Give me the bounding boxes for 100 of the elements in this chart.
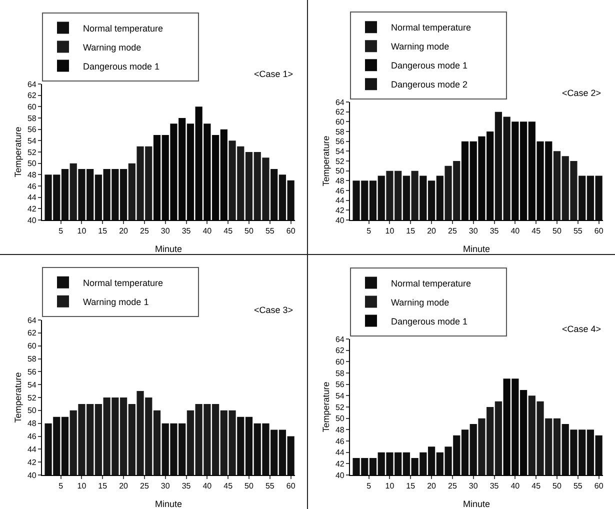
y-tick-label: 62 [27, 91, 37, 100]
x-tick-label: 15 [406, 482, 416, 491]
y-tick-label: 42 [27, 204, 37, 214]
y-tick-label: 42 [335, 206, 345, 215]
y-tick-label: 56 [27, 367, 37, 376]
x-axis-title: Minute [154, 499, 182, 509]
legend-label: Warning mode [83, 42, 142, 52]
x-tick-label: 40 [202, 226, 212, 236]
y-tick-label: 48 [335, 176, 345, 186]
x-tick-label: 55 [573, 226, 583, 236]
x-tick-label: 10 [385, 482, 395, 491]
x-axis-title: Minute [462, 499, 490, 509]
x-tick-label: 45 [224, 482, 234, 491]
x-tick-label: 25 [140, 226, 150, 236]
y-tick-label: 64 [335, 98, 345, 107]
y-axis-title: Temperature [12, 372, 23, 423]
y-tick-label: 48 [27, 419, 37, 428]
y-tick-label: 52 [335, 402, 345, 412]
x-tick-label: 55 [265, 482, 275, 491]
x-tick-label: 25 [448, 482, 458, 491]
x-tick-label: 5 [58, 482, 64, 491]
y-tick-label: 42 [27, 458, 37, 467]
x-tick-label: 35 [490, 482, 500, 491]
x-tick-label: 20 [119, 482, 129, 491]
chart-title: <Case 4> [562, 324, 602, 334]
y-tick-label: 44 [335, 448, 345, 458]
y-tick-label: 54 [335, 146, 345, 156]
y-tick-label: 46 [335, 436, 345, 446]
y-tick-label: 56 [335, 137, 345, 146]
y-axis-title: Temperature [320, 382, 331, 432]
x-tick-label: 60 [286, 482, 296, 491]
x-tick-label: 10 [77, 482, 87, 491]
legend-label: Dangerous mode 1 [391, 316, 468, 326]
y-tick-label: 52 [335, 156, 345, 166]
x-tick-label: 55 [573, 482, 583, 491]
x-tick-label: 40 [202, 482, 212, 491]
y-tick-label: 50 [27, 159, 37, 168]
x-tick-label: 10 [385, 226, 395, 236]
y-tick-label: 62 [335, 108, 345, 117]
x-tick-label: 30 [160, 482, 170, 491]
x-tick-label: 60 [286, 226, 296, 236]
y-tick-label: 58 [335, 368, 345, 378]
x-tick-label: 55 [265, 226, 275, 236]
y-axis-title: Temperature [12, 126, 23, 178]
x-tick-label: 10 [77, 226, 87, 236]
x-tick-label: 5 [366, 482, 372, 491]
y-tick-label: 56 [27, 125, 37, 134]
x-axis-title: Minute [462, 244, 490, 254]
x-tick-label: 5 [366, 226, 372, 236]
legend-label: Normal temperature [391, 278, 472, 288]
y-tick-label: 58 [27, 354, 37, 364]
y-tick-label: 46 [27, 432, 37, 442]
y-tick-label: 44 [27, 193, 37, 202]
x-tick-label: 45 [532, 482, 542, 491]
y-tick-label: 58 [335, 127, 345, 136]
x-tick-label: 40 [510, 482, 520, 491]
x-tick-label: 15 [406, 226, 416, 236]
y-tick-label: 60 [335, 357, 345, 366]
x-tick-label: 50 [244, 482, 254, 491]
y-tick-label: 50 [27, 406, 37, 416]
x-tick-label: 50 [552, 226, 562, 236]
y-tick-label: 48 [27, 170, 37, 180]
y-tick-label: 64 [335, 334, 345, 344]
x-tick-label: 15 [98, 226, 108, 236]
x-tick-label: 50 [552, 482, 562, 491]
legend-label: Dangerous mode 1 [391, 60, 468, 71]
x-tick-label: 30 [468, 482, 478, 491]
y-axis-title: Temperature [320, 136, 331, 186]
y-tick-label: 44 [335, 196, 345, 206]
chart-title: <Case 2> [562, 88, 602, 98]
y-tick-label: 64 [27, 80, 37, 89]
x-tick-label: 20 [119, 226, 129, 236]
legend-label: Warning mode [391, 42, 450, 52]
x-tick-label: 20 [427, 226, 437, 236]
y-tick-label: 54 [335, 391, 345, 400]
x-tick-label: 30 [468, 226, 478, 236]
y-tick-label: 56 [335, 380, 345, 390]
x-tick-label: 60 [594, 226, 604, 236]
y-tick-label: 52 [27, 393, 37, 402]
x-tick-label: 45 [532, 226, 542, 236]
y-tick-label: 64 [27, 316, 37, 325]
y-tick-label: 50 [335, 166, 345, 176]
y-tick-label: 50 [335, 414, 345, 424]
x-tick-label: 50 [244, 226, 254, 236]
chart-title: <Case 1> [254, 69, 294, 79]
x-tick-label: 25 [140, 482, 150, 491]
x-tick-label: 20 [427, 482, 437, 491]
x-tick-label: 35 [490, 226, 500, 236]
chart-title: <Case 3> [254, 305, 294, 315]
y-tick-label: 60 [27, 102, 37, 112]
y-tick-label: 46 [27, 182, 37, 191]
x-tick-label: 60 [594, 482, 604, 491]
x-tick-label: 30 [160, 226, 170, 236]
y-tick-label: 62 [335, 346, 345, 356]
legend-label: Dangerous mode 2 [391, 80, 468, 90]
y-tick-label: 46 [335, 186, 345, 196]
legend-label: Warning mode 1 [83, 296, 149, 307]
y-tick-label: 52 [27, 148, 37, 157]
y-tick-label: 40 [335, 470, 345, 480]
x-tick-label: 25 [448, 226, 458, 236]
